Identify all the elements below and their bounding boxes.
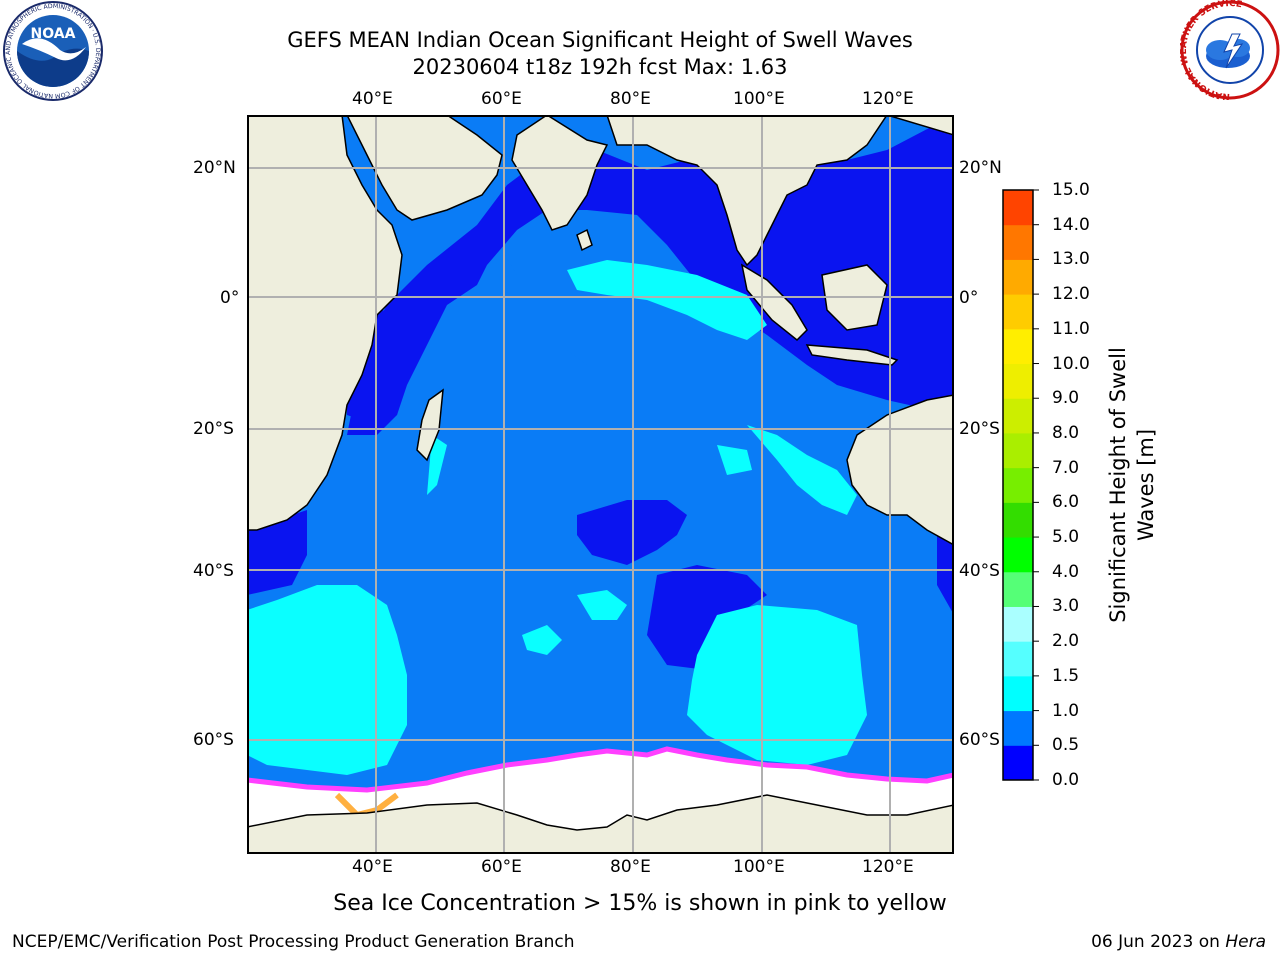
lon-tick-bottom-120e: 120°E bbox=[862, 857, 914, 877]
colorbar bbox=[1002, 189, 1039, 781]
java bbox=[805, 344, 899, 366]
colorbar-swatch-9.0 bbox=[1003, 363, 1033, 399]
colorbar-label-0.0: 0.0 bbox=[1052, 770, 1080, 790]
gridlines bbox=[247, 115, 954, 854]
colorbar-swatch-14.0 bbox=[1003, 190, 1033, 226]
lon-tick-bottom-80e: 80°E bbox=[610, 857, 651, 877]
colorbar-swatch-6.0 bbox=[1003, 467, 1033, 503]
lat-tick-left-40s: 40°S bbox=[193, 561, 234, 581]
colorbar-label-2.0: 2.0 bbox=[1052, 631, 1080, 652]
southeast-asia bbox=[606, 115, 954, 267]
low-swell-regions bbox=[247, 115, 954, 670]
colorbar-label-9.0: 9.0 bbox=[1052, 388, 1080, 409]
colorbar-label-15.0: 15.0 bbox=[1052, 180, 1090, 200]
africa bbox=[247, 115, 403, 531]
colorbar-label-6.0: 6.0 bbox=[1052, 492, 1080, 513]
lon-tick-top-60e: 60°E bbox=[481, 89, 522, 109]
sumatra bbox=[740, 263, 808, 342]
lat-tick-left-60s: 60°S bbox=[193, 730, 234, 750]
colorbar-label-11.0: 11.0 bbox=[1052, 318, 1090, 339]
lon-tick-top-40e: 40°E bbox=[352, 89, 393, 109]
sri-lanka bbox=[576, 228, 593, 252]
colorbar-swatch-5.0 bbox=[1003, 502, 1033, 538]
colorbar-frame bbox=[1002, 189, 1034, 781]
colorbar-title-line2: Waves [m] bbox=[1134, 429, 1158, 541]
colorbar-swatch-8.0 bbox=[1003, 398, 1033, 434]
lon-tick-top-80e: 80°E bbox=[610, 89, 651, 109]
colorbar-swatch-1.0 bbox=[1003, 675, 1033, 712]
noaa-wordmark: NOAA bbox=[31, 26, 76, 42]
chart-title: GEFS MEAN Indian Ocean Significant Heigh… bbox=[287, 28, 913, 52]
colorbar-label-1.0: 1.0 bbox=[1052, 700, 1080, 721]
lat-tick-right-20s: 20°S bbox=[959, 419, 1000, 439]
india bbox=[511, 115, 609, 231]
lat-tick-right-40s: 40°S bbox=[959, 561, 1000, 581]
colorbar-label-7.0: 7.0 bbox=[1052, 457, 1080, 478]
footer-credit: NCEP/EMC/Verification Post Processing Pr… bbox=[12, 932, 575, 952]
lon-tick-bottom-60e: 60°E bbox=[481, 857, 522, 877]
colorbar-swatch-0.5 bbox=[1003, 710, 1033, 746]
lon-tick-top-120e: 120°E bbox=[862, 89, 914, 109]
colorbar-swatch-12.0 bbox=[1003, 259, 1033, 295]
colorbar-label-8.0: 8.0 bbox=[1052, 422, 1080, 443]
colorbar-label-14.0: 14.0 bbox=[1052, 214, 1090, 235]
colorbar-swatch-1.5 bbox=[1003, 641, 1033, 677]
lat-tick-left-20n: 20°N bbox=[193, 158, 236, 178]
footer-date-text: 06 Jun 2023 on bbox=[1091, 932, 1226, 952]
colorbar-swatch-13.0 bbox=[1003, 224, 1033, 260]
lat-tick-right-0: 0° bbox=[959, 288, 979, 308]
colorbar-swatch-3.0 bbox=[1003, 571, 1033, 607]
colorbar-swatch-4.0 bbox=[1003, 537, 1033, 573]
colorbar-title-block: Significant Height of Swell Waves [m] bbox=[1106, 347, 1158, 623]
lat-tick-right-60s: 60°S bbox=[959, 730, 1000, 750]
lat-tick-right-20n: 20°N bbox=[959, 158, 1002, 178]
colorbar-swatch-10.0 bbox=[1003, 328, 1033, 365]
colorbar-label-4.0: 4.0 bbox=[1052, 561, 1080, 582]
lon-tick-top-100e: 100°E bbox=[733, 89, 785, 109]
moderate-swell-regions bbox=[247, 260, 867, 775]
colorbar-label-5.0: 5.0 bbox=[1052, 527, 1080, 548]
sea-ice-caption: Sea Ice Concentration > 15% is shown in … bbox=[333, 891, 947, 916]
colorbar-label-10.0: 10.0 bbox=[1052, 353, 1090, 374]
map-panel bbox=[247, 115, 954, 854]
noaa-logo: NATIONAL OCEANIC AND ATMOSPHERIC ADMINIS… bbox=[0, 0, 103, 101]
colorbar-swatch-11.0 bbox=[1003, 294, 1033, 330]
madagascar bbox=[416, 388, 444, 462]
ice-edge bbox=[247, 746, 954, 793]
colorbar-label-1.5: 1.5 bbox=[1052, 665, 1080, 686]
colorbar-label-3.0: 3.0 bbox=[1052, 596, 1080, 617]
chart-subtitle: 20230604 t18z 192h fcst Max: 1.63 bbox=[412, 55, 788, 79]
footer-host: Hera bbox=[1225, 932, 1266, 952]
colorbar-label-12.0: 12.0 bbox=[1052, 284, 1090, 305]
lon-tick-bottom-100e: 100°E bbox=[733, 857, 785, 877]
colorbar-label-0.5: 0.5 bbox=[1052, 735, 1080, 756]
lat-tick-left-0: 0° bbox=[220, 288, 240, 308]
colorbar-title-line1: Significant Height of Swell bbox=[1106, 347, 1130, 623]
colorbar-swatch-2.0 bbox=[1003, 606, 1033, 642]
nws-logo: NATIONAL WEATHER SERVICE bbox=[1180, 0, 1280, 100]
colorbar-label-13.0: 13.0 bbox=[1052, 249, 1090, 270]
colorbar-swatch-7.0 bbox=[1003, 432, 1033, 469]
colorbar-swatch-0.0 bbox=[1003, 745, 1033, 781]
footer-date: 06 Jun 2023 on Hera bbox=[1091, 932, 1266, 952]
map-frame bbox=[247, 115, 954, 854]
antarctica bbox=[247, 794, 954, 854]
australia bbox=[846, 394, 954, 546]
lat-tick-left-20s: 20°S bbox=[193, 419, 234, 439]
lon-tick-bottom-40e: 40°E bbox=[352, 857, 393, 877]
